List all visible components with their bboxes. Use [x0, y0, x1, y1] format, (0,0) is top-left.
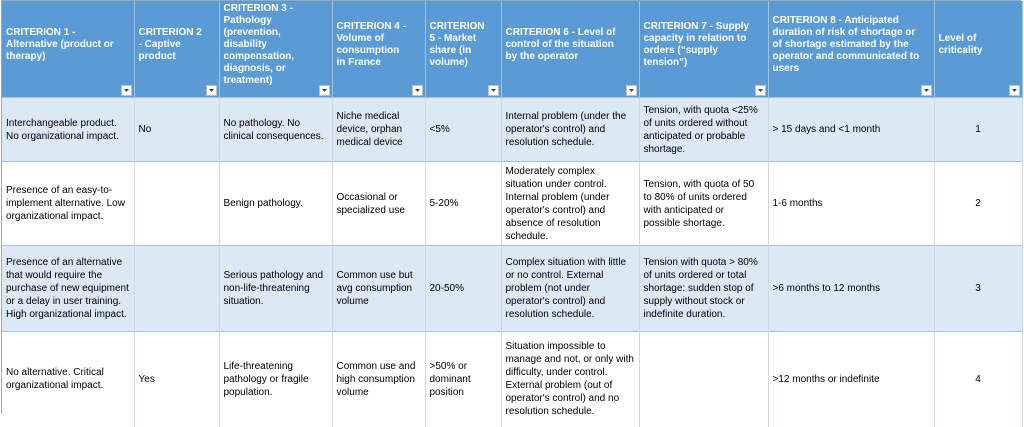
arrow-icon — [321, 89, 327, 92]
table-cell: Benign pathology. — [219, 161, 333, 246]
table-cell: Presence of an easy-to-implement alterna… — [2, 161, 135, 246]
column-header: CRITERION 3 - Pathology (prevention, dis… — [219, 1, 333, 98]
table-cell: 20-50% — [425, 245, 502, 332]
header-text: CRITERION 5 - Market share (in volume) — [429, 21, 485, 68]
column-header: CRITERION 8 - Anticipated duration of ri… — [768, 1, 935, 98]
arrow-icon — [757, 89, 763, 92]
table-cell: Internal problem (under the operator's c… — [501, 97, 640, 162]
filter-dropdown[interactable] — [625, 85, 637, 96]
table-cell: >12 months or indefinite — [768, 331, 935, 427]
header-row: CRITERION 1 - Alternative (product or th… — [2, 1, 1023, 98]
table-cell: Yes — [134, 331, 220, 427]
table-row: Presence of an easy-to-implement alterna… — [2, 161, 1023, 246]
table-cell: 2 — [934, 161, 1023, 246]
table-cell: 1-6 months — [768, 161, 935, 246]
header-text: CRITERION 1 - Alternative (product or th… — [6, 27, 114, 62]
table-cell: Tension, with quota of 50 to 80% of unit… — [639, 161, 769, 246]
column-header: CRITERION 6 - Level of control of the si… — [501, 1, 640, 98]
filter-dropdown[interactable] — [754, 85, 766, 96]
arrow-icon — [628, 89, 634, 92]
arrow-icon — [123, 89, 129, 92]
table-cell: >6 months to 12 months — [768, 245, 935, 332]
header-text: CRITERION 3 - Pathology (prevention, dis… — [223, 3, 295, 86]
table-cell — [134, 161, 220, 246]
table-cell: 5-20% — [425, 161, 502, 246]
header-text: Level of criticality — [938, 33, 983, 56]
column-header: CRITERION 2 - Captive product — [134, 1, 220, 98]
table-row: Presence of an alternative that would re… — [2, 245, 1023, 332]
dropdown-arrow — [628, 89, 634, 92]
table-body: Interchangeable product. No organization… — [2, 97, 1023, 427]
table-cell: No — [134, 97, 220, 162]
arrow-icon — [414, 89, 420, 92]
arrow-icon — [1011, 89, 1017, 92]
table-cell: Presence of an alternative that would re… — [2, 245, 135, 332]
filter-dropdown[interactable] — [411, 85, 423, 96]
filter-dropdown[interactable] — [1008, 85, 1020, 96]
dropdown-arrow — [414, 89, 420, 92]
column-header: CRITERION 4 - Volume of consumption in F… — [332, 1, 426, 98]
dropdown-arrow — [757, 89, 763, 92]
table-cell: Serious pathology and non-life-threateni… — [219, 245, 333, 332]
filter-dropdown[interactable] — [318, 85, 330, 96]
filter-dropdown[interactable] — [205, 85, 217, 96]
dropdown-arrow — [1011, 89, 1017, 92]
table-cell: Moderately complex situation under contr… — [501, 161, 640, 246]
filter-dropdown[interactable] — [920, 85, 932, 96]
header-text: CRITERION 7 - Supply capacity in relatio… — [643, 21, 750, 68]
arrow-icon — [208, 89, 214, 92]
dropdown-arrow — [321, 89, 327, 92]
table-cell: > 15 days and <1 month — [768, 97, 935, 162]
header-text: CRITERION 4 - Volume of consumption in F… — [336, 21, 406, 68]
dropdown-arrow — [490, 89, 496, 92]
table-cell: Complex situation with little or no cont… — [501, 245, 640, 332]
header-text: CRITERION 2 - Captive product — [138, 27, 202, 62]
table-cell: Niche medical device, orphan medical dev… — [332, 97, 426, 162]
table-cell: Interchangeable product. No organization… — [2, 97, 135, 162]
column-header: CRITERION 7 - Supply capacity in relatio… — [639, 1, 769, 98]
filter-dropdown[interactable] — [487, 85, 499, 96]
arrow-icon — [490, 89, 496, 92]
dropdown-arrow — [208, 89, 214, 92]
dropdown-arrow — [923, 89, 929, 92]
column-header: Level of criticality — [934, 1, 1023, 98]
table-cell: <5% — [425, 97, 502, 162]
table-cell — [639, 331, 769, 427]
filter-dropdown[interactable] — [120, 85, 132, 96]
table-cell: Common use but avg consumption volume — [332, 245, 426, 332]
header-text: CRITERION 8 - Anticipated duration of ri… — [772, 15, 920, 74]
table-cell: Tension, with quota <25% of units ordere… — [639, 97, 769, 162]
table-cell: Common use and high consumption volume — [332, 331, 426, 427]
column-header: CRITERION 1 - Alternative (product or th… — [2, 1, 135, 98]
table-cell: 4 — [934, 331, 1023, 427]
table-row: Interchangeable product. No organization… — [2, 97, 1023, 162]
column-header: CRITERION 5 - Market share (in volume) — [425, 1, 502, 98]
dropdown-arrow — [123, 89, 129, 92]
arrow-icon — [923, 89, 929, 92]
table-cell: No alternative. Critical organizational … — [2, 331, 135, 427]
table-cell: >50% or dominant position — [425, 331, 502, 427]
table-cell: 1 — [934, 97, 1023, 162]
table-cell — [134, 245, 220, 332]
table-row: No alternative. Critical organizational … — [2, 331, 1023, 427]
table-cell: Life-threatening pathology or fragile po… — [219, 331, 333, 427]
table-cell: Occasional or specialized use — [332, 161, 426, 246]
table-cell: No pathology. No clinical consequences. — [219, 97, 333, 162]
table-cell: Tension with quota > 80% of units ordere… — [639, 245, 769, 332]
table-cell: 3 — [934, 245, 1023, 332]
header-text: CRITERION 6 - Level of control of the si… — [505, 27, 616, 62]
table-cell: Situation impossible to manage and not, … — [501, 331, 640, 427]
